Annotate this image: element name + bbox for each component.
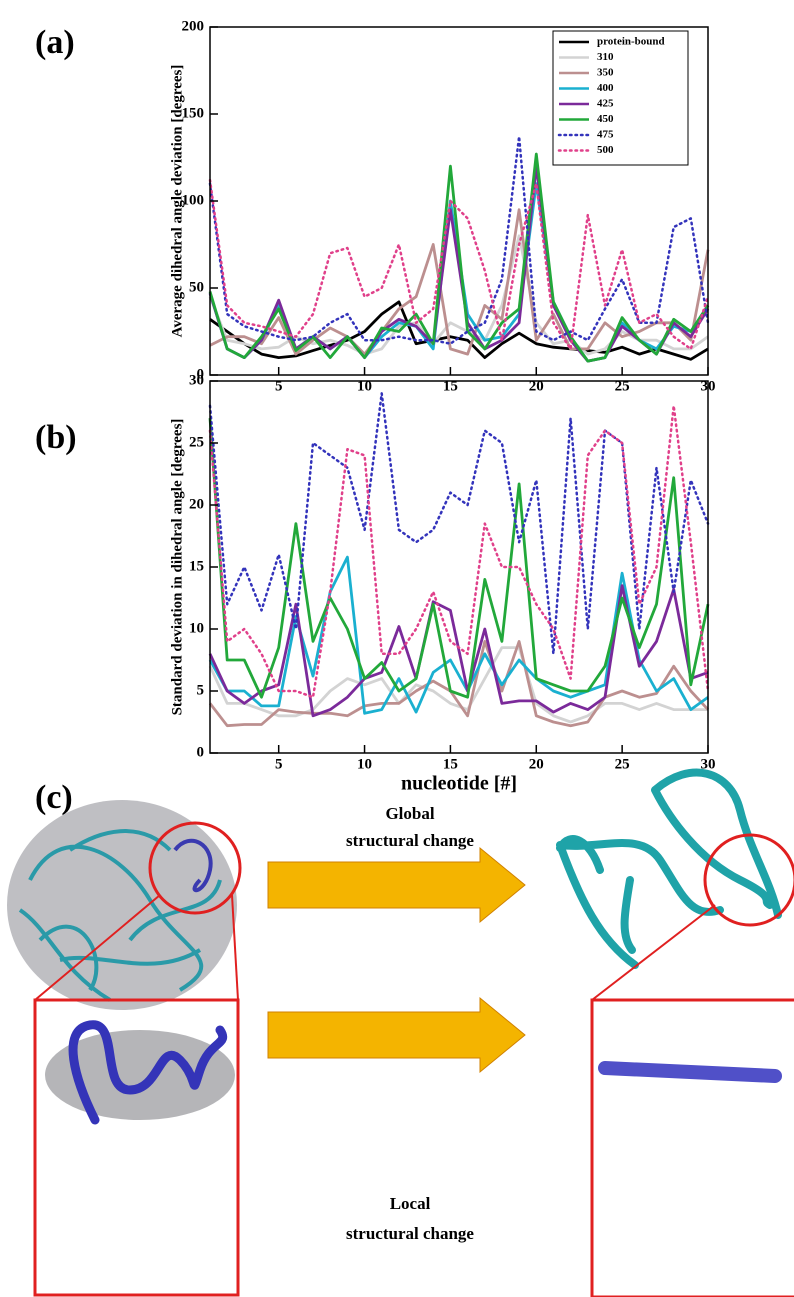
series-line	[208, 178, 710, 351]
x-tick-label: 15	[443, 378, 458, 394]
x-tick-label: 5	[275, 756, 283, 772]
y-tick-label: 5	[197, 682, 205, 698]
y-tick-label: 30	[189, 372, 204, 388]
rna-backbone	[556, 768, 782, 969]
caption: Local	[390, 1194, 431, 1213]
legend-label: 475	[597, 129, 614, 141]
caption: Global	[385, 804, 434, 823]
arrow	[267, 996, 526, 1074]
y-tick-label: 200	[182, 18, 205, 34]
y-axis-label: Standard deviation in dihedral angle [de…	[169, 419, 185, 716]
legend-label: 310	[597, 51, 614, 63]
x-tick-label: 20	[529, 756, 544, 772]
y-tick-label: 20	[189, 496, 204, 512]
legend-box	[552, 30, 689, 166]
zoom-box	[590, 998, 794, 1297]
legend-label: 400	[597, 82, 614, 94]
series-line	[209, 208, 710, 356]
series-line	[208, 640, 710, 728]
panel-label: (b)	[35, 419, 77, 456]
x-tick-label: 5	[275, 378, 283, 394]
molecule-surface	[45, 1030, 235, 1120]
caption: structural change	[346, 831, 474, 850]
y-tick-label: 10	[189, 620, 204, 636]
series-line	[208, 392, 710, 656]
legend-label: 425	[597, 98, 614, 110]
series-line	[208, 418, 710, 699]
zoom-line	[231, 894, 239, 1001]
x-tick-label: 30	[701, 756, 716, 772]
zoom-box	[33, 998, 240, 1297]
series-line	[208, 135, 710, 345]
x-tick-label: 20	[529, 378, 544, 394]
rna-tube	[68, 1020, 228, 1125]
series-line	[208, 646, 708, 724]
y-tick-label: 100	[182, 192, 205, 208]
rna-tube	[598, 1061, 782, 1083]
legend-label: 350	[597, 67, 614, 79]
series-line	[209, 300, 709, 361]
legend-label: 450	[597, 113, 614, 125]
zoom-line	[34, 894, 161, 1001]
x-axis-label: nucleotide [#]	[401, 773, 517, 795]
zoom-line	[591, 904, 716, 1001]
caption: structural change	[346, 1224, 474, 1243]
x-tick-label: 10	[357, 756, 372, 772]
legend-label: 500	[597, 144, 614, 156]
y-tick-label: 0	[197, 366, 205, 382]
legend-label: protein-bound	[597, 36, 665, 48]
y-axis-label: Average dihedral angle deviation [degree…	[169, 65, 185, 338]
x-tick-label: 25	[615, 378, 630, 394]
panel-label: (a)	[35, 24, 75, 61]
highlight-segment	[173, 838, 213, 893]
series-line	[208, 404, 710, 699]
x-tick-label: 25	[615, 756, 630, 772]
series-line	[208, 152, 710, 363]
y-tick-label: 15	[189, 558, 204, 574]
y-tick-label: 50	[189, 279, 204, 295]
plot-frame	[209, 380, 709, 754]
rna-backbone	[18, 829, 222, 1002]
panel-label: (c)	[35, 779, 73, 816]
panel-c: (c) Global structural change Local struc…	[7, 768, 794, 1297]
x-tick-label: 10	[357, 378, 372, 394]
arrow	[267, 846, 526, 924]
zoom-circle	[703, 833, 794, 927]
series-line	[208, 584, 709, 718]
series-line	[208, 555, 709, 715]
y-tick-label: 150	[182, 105, 205, 121]
x-tick-label: 15	[443, 756, 458, 772]
y-tick-label: 25	[189, 434, 204, 450]
zoom-circle	[148, 821, 242, 915]
y-tick-label: 0	[197, 744, 205, 760]
